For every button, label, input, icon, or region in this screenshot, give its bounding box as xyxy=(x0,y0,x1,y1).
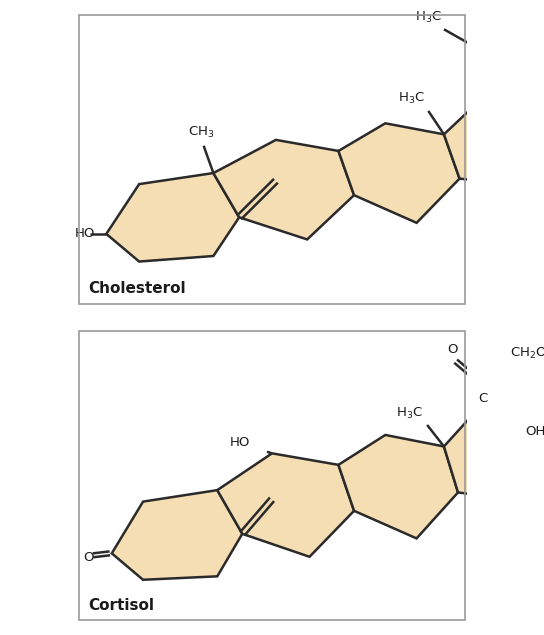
Text: OH: OH xyxy=(525,425,544,438)
Text: CH$_3$: CH$_3$ xyxy=(188,124,215,140)
Text: HO: HO xyxy=(230,436,250,449)
Text: Cortisol: Cortisol xyxy=(88,598,154,613)
Text: C: C xyxy=(478,392,487,405)
Text: H$_3$C: H$_3$C xyxy=(398,91,424,106)
Polygon shape xyxy=(106,173,239,262)
Text: H$_3$C: H$_3$C xyxy=(395,406,423,421)
Polygon shape xyxy=(444,412,521,499)
Text: H$_3$C: H$_3$C xyxy=(415,10,442,25)
Polygon shape xyxy=(217,453,354,557)
Text: CH$_2$OH: CH$_2$OH xyxy=(510,346,544,361)
Polygon shape xyxy=(213,140,354,239)
Text: HO: HO xyxy=(75,227,95,241)
Polygon shape xyxy=(444,101,522,184)
Polygon shape xyxy=(338,435,458,538)
Text: Cholesterol: Cholesterol xyxy=(88,281,186,296)
Text: O: O xyxy=(447,344,458,356)
Text: O: O xyxy=(83,551,94,564)
Polygon shape xyxy=(112,490,242,580)
Polygon shape xyxy=(338,123,460,223)
